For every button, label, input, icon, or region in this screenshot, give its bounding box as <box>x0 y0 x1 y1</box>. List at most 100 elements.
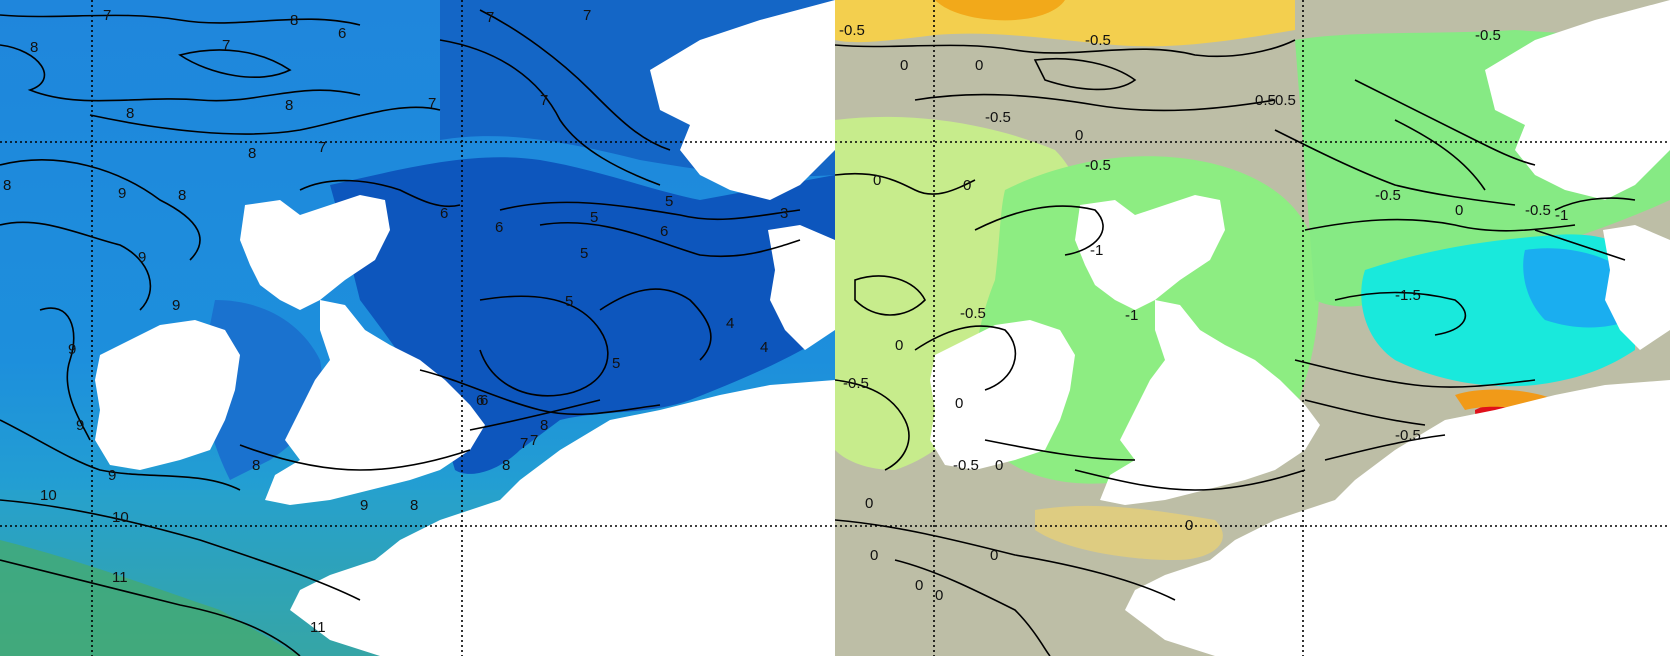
contour-label: 6 <box>480 392 488 409</box>
scotland-land <box>1075 195 1225 310</box>
contour-label: 0 <box>995 457 1003 474</box>
right-contour-labels: -0.5 0 0 -0.5 0.5 -0.5 0 0 -0.5 0 -0.5 0… <box>839 22 1568 604</box>
contour-label: 7 <box>428 95 436 112</box>
contour-label: 7 <box>103 7 111 24</box>
contour-label: -0.5 <box>843 375 869 392</box>
contour-label: 11 <box>310 619 326 636</box>
contour-label: 0 <box>935 587 943 604</box>
contour-label: -0.5 <box>953 457 979 474</box>
contour-label: -0.5 <box>839 22 865 39</box>
contour-label: 8 <box>3 177 11 194</box>
contour-label: 6 <box>338 25 346 42</box>
france-land <box>290 380 835 656</box>
right-anomaly-map: -0.5 0 0 -0.5 0.5 -0.5 0 0 -0.5 0 -0.5 0… <box>835 0 1670 656</box>
contour-label: 0 <box>990 547 998 564</box>
contour-label: 9 <box>360 497 368 514</box>
contour-label: 6 <box>660 223 668 240</box>
england-wales-land <box>265 300 485 505</box>
ireland-land <box>930 320 1075 470</box>
contour-label: 8 <box>248 145 256 162</box>
contour-label: 9 <box>118 185 126 202</box>
right-graticule <box>835 0 1670 656</box>
contour-label: 9 <box>138 249 146 266</box>
contour-label: -1.5 <box>1395 287 1421 304</box>
positive-anomaly-north <box>835 0 1295 47</box>
contour-label: -0.5 <box>985 109 1011 126</box>
norway-land <box>1485 0 1670 200</box>
contour-label: 6 <box>476 392 484 409</box>
contour-label: -0.5 <box>1525 202 1551 219</box>
contour-label: 7 <box>530 432 538 449</box>
contour-label: 7 <box>583 7 591 24</box>
yellow-anomaly-south <box>1035 505 1223 560</box>
contour-label: -1 <box>1090 242 1103 259</box>
contour-label: 0 <box>865 495 873 512</box>
denmark-land <box>1603 225 1670 350</box>
contour-label: 5 <box>665 193 673 210</box>
contour-label: 7 <box>540 92 548 109</box>
ireland-land <box>95 320 240 470</box>
contour-label: 7 <box>520 435 528 452</box>
contour-label: -0.5 <box>960 305 986 322</box>
right-map-svg: -0.5 0 0 -0.5 0.5 -0.5 0 0 -0.5 0 -0.5 0… <box>835 0 1670 656</box>
contour-label: 9 <box>172 297 180 314</box>
contour-label: 5 <box>612 355 620 372</box>
contour-label: 8 <box>178 187 186 204</box>
positive-anomaly-north-core <box>935 0 1065 21</box>
contour-label: 10 <box>40 487 57 504</box>
contour-label: 8 <box>285 97 293 114</box>
contour-label: 11 <box>112 569 128 586</box>
norway-land <box>650 0 835 200</box>
contour-label: -0.5 <box>1375 187 1401 204</box>
contour-label: 9 <box>68 341 76 358</box>
contour-label: 8 <box>540 417 548 434</box>
denmark-land <box>768 225 835 350</box>
france-land <box>1125 380 1670 656</box>
contour-label: 5 <box>590 209 598 226</box>
right-contour-lines <box>835 39 1636 656</box>
contour-label: 8 <box>30 39 38 56</box>
contour-label: 0 <box>873 172 881 189</box>
contour-label: 0 <box>1185 517 1193 534</box>
contour-label: 7 <box>222 37 230 54</box>
england-wales-land <box>1100 300 1320 505</box>
contour-label: 0.5 <box>1255 92 1276 109</box>
contour-label: 8 <box>502 457 510 474</box>
contour-label: 4 <box>726 315 734 332</box>
contour-label: 6 <box>495 219 503 236</box>
left-contour-labels: 7 8 8 7 6 7 8 7 7 8 8 7 8 9 8 9 9 9 7 6 … <box>3 7 788 636</box>
contour-label: 9 <box>108 467 116 484</box>
contour-label: 6 <box>440 205 448 222</box>
scotland-land <box>240 195 390 310</box>
contour-label: 9 <box>76 417 84 434</box>
contour-label: 8 <box>126 105 134 122</box>
left-temperature-map: 7 8 8 7 6 7 8 7 7 8 8 7 8 9 8 9 9 9 7 6 … <box>0 0 835 656</box>
contour-label: -1 <box>1125 307 1138 324</box>
contour-label: 0 <box>915 577 923 594</box>
contour-label: 0 <box>1075 127 1083 144</box>
contour-label: 7 <box>318 139 326 156</box>
contour-label: 5 <box>565 293 573 310</box>
contour-label: 8 <box>410 497 418 514</box>
contour-label: -0.5 <box>1475 27 1501 44</box>
left-map-svg: 7 8 8 7 6 7 8 7 7 8 8 7 8 9 8 9 9 9 7 6 … <box>0 0 835 656</box>
contour-label: 10 <box>112 509 129 526</box>
contour-label: 0 <box>955 395 963 412</box>
contour-label: 0.5 <box>1275 92 1296 109</box>
contour-label: 0 <box>975 57 983 74</box>
contour-label: 4 <box>760 339 768 356</box>
contour-label: 0 <box>870 547 878 564</box>
contour-label: 8 <box>252 457 260 474</box>
contour-label: -0.5 <box>1395 427 1421 444</box>
contour-label: -0.5 <box>1085 157 1111 174</box>
left-graticule <box>0 0 835 656</box>
contour-label: 0 <box>963 177 971 194</box>
contour-label: 3 <box>780 205 788 222</box>
contour-label: -0.5 <box>1085 32 1111 49</box>
left-contour-lines <box>0 9 801 656</box>
blue-anomaly-dutch-coast <box>1523 248 1630 328</box>
contour-label: 0 <box>895 337 903 354</box>
contour-label: 0 <box>900 57 908 74</box>
contour-label: 8 <box>290 12 298 29</box>
contour-label: 0 <box>1455 202 1463 219</box>
